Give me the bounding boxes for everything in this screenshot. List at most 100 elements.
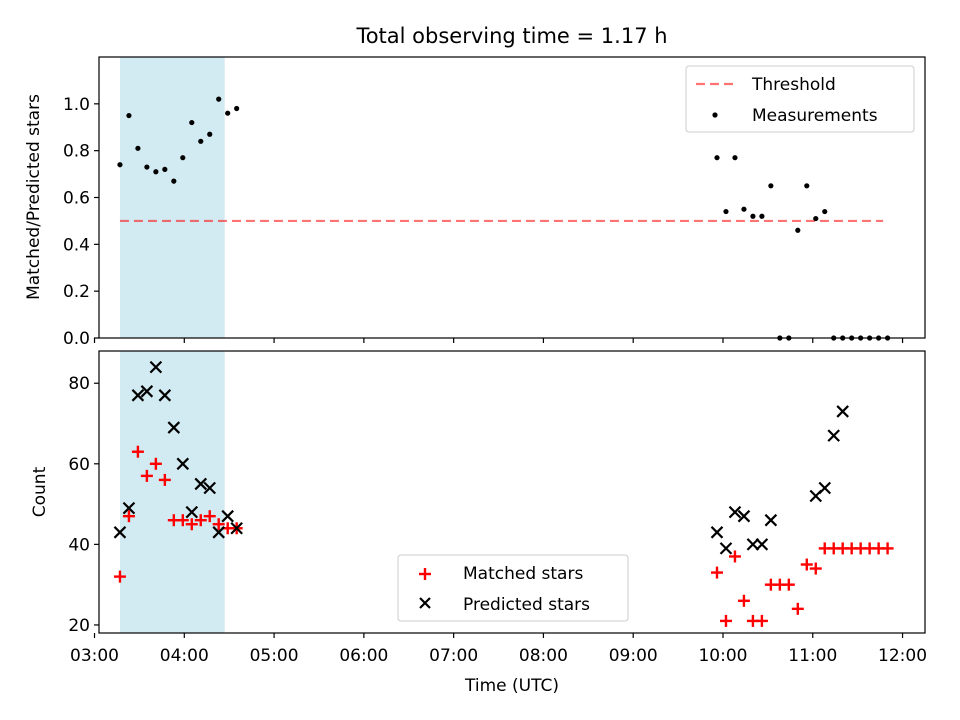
predicted-star-point bbox=[230, 521, 243, 535]
measurement-point bbox=[198, 138, 204, 144]
measurement-point bbox=[216, 96, 222, 102]
measurement-point bbox=[225, 110, 231, 116]
measurement-point bbox=[732, 155, 738, 161]
top-y-tick-label: 0.2 bbox=[63, 282, 90, 302]
x-tick-label: 06:00 bbox=[339, 646, 388, 666]
top-y-tick-label: 0.0 bbox=[63, 329, 90, 349]
predicted-star-point bbox=[818, 481, 832, 495]
matched-star-point bbox=[194, 514, 207, 527]
bottom-y-tick-label: 60 bbox=[68, 455, 90, 475]
measurement-point bbox=[180, 155, 186, 161]
measurement-point bbox=[117, 162, 123, 168]
measurement-point bbox=[171, 178, 177, 184]
measurement-point bbox=[126, 112, 132, 119]
x-tick-label: 11:00 bbox=[788, 646, 837, 666]
predicted-star-point bbox=[167, 421, 181, 434]
bottom-axes-frame bbox=[98, 350, 926, 634]
predicted-star-point bbox=[212, 526, 225, 539]
predicted-star-point bbox=[185, 505, 199, 519]
matched-star-point bbox=[122, 510, 135, 523]
predicted-star-point bbox=[737, 509, 751, 523]
matched-star-point bbox=[203, 510, 216, 523]
predicted-star-point bbox=[746, 538, 760, 551]
x-tick-label: 08:00 bbox=[519, 646, 568, 666]
predicted-star-point bbox=[194, 477, 208, 491]
measurement-point bbox=[804, 183, 810, 189]
legend-matched-label: Matched stars bbox=[463, 564, 583, 584]
matched-star-point bbox=[176, 514, 189, 527]
chart-title: Total observing time = 1.17 h bbox=[355, 24, 667, 48]
bottom-y-tick-label: 80 bbox=[68, 374, 90, 394]
matched-star-point bbox=[158, 473, 171, 486]
top-y-tick-label: 0.6 bbox=[63, 189, 90, 209]
measurement-point bbox=[750, 213, 756, 219]
bottom-legend: Matched stars Predicted stars bbox=[397, 554, 629, 622]
top-y-tick-label: 0.8 bbox=[63, 142, 90, 162]
predicted-star-point bbox=[113, 526, 127, 539]
matched-star-point bbox=[149, 457, 162, 470]
measurement-point bbox=[822, 208, 828, 215]
measurement-point bbox=[207, 131, 213, 137]
legend-measurements-label: Measurements bbox=[752, 106, 878, 126]
legend-predicted-label: Predicted stars bbox=[463, 595, 590, 615]
x-tick-label: 07:00 bbox=[429, 646, 478, 666]
measurement-point bbox=[723, 208, 729, 215]
matched-star-point bbox=[185, 518, 198, 531]
measurement-point bbox=[714, 155, 720, 161]
predicted-star-point bbox=[203, 481, 217, 495]
matched-star-point bbox=[809, 562, 822, 575]
matched-star-point bbox=[782, 578, 795, 591]
x-axis-label: Time (UTC) bbox=[464, 676, 559, 696]
count-panel: 20 40 60 80 03:00 04:00 05:00 06:00 07:00 08:00 0… bbox=[30, 350, 927, 696]
bottom-y-tick-label: 20 bbox=[68, 616, 90, 636]
predicted-star-point bbox=[836, 405, 849, 418]
matched-star-point bbox=[800, 558, 813, 571]
x-tick-label: 12:00 bbox=[878, 646, 927, 666]
x-tick-label: 10:00 bbox=[698, 646, 747, 666]
matched-star-point bbox=[728, 550, 741, 563]
predicted-star-point bbox=[728, 505, 742, 519]
x-tick-label: 04:00 bbox=[160, 646, 209, 666]
x-tick-label: 05:00 bbox=[250, 646, 299, 666]
legend-measurements-swatch bbox=[712, 112, 718, 118]
bottom-y-tick-label: 40 bbox=[68, 535, 90, 555]
predicted-star-point bbox=[755, 538, 769, 551]
measurement-point bbox=[162, 166, 168, 172]
predicted-star-point bbox=[140, 385, 154, 398]
predicted-star-point bbox=[827, 429, 840, 442]
predicted-star-point bbox=[158, 389, 172, 402]
predicted-star-point bbox=[221, 509, 234, 523]
matched-star-point bbox=[737, 594, 750, 607]
bottom-y-axis-label: Count bbox=[30, 466, 50, 517]
top-y-tick-label: 1.0 bbox=[63, 95, 90, 115]
predicted-star-point bbox=[764, 513, 778, 527]
matched-star-point bbox=[131, 445, 144, 458]
measurement-point bbox=[189, 119, 195, 126]
x-tick-label: 03:00 bbox=[70, 646, 119, 666]
predicted-star-point bbox=[122, 501, 136, 515]
predicted-star-point bbox=[719, 542, 733, 555]
measurement-point bbox=[795, 227, 801, 233]
measurement-point bbox=[135, 145, 141, 151]
predicted-star-point bbox=[176, 457, 190, 471]
predicted-star-point bbox=[131, 389, 145, 402]
ratio-panel: Total observing time = 1.17 h 0.0 0.2 0.4 0… bbox=[24, 24, 926, 349]
matched-star-point bbox=[140, 469, 153, 482]
top-y-axis-label: Matched/Predicted stars bbox=[24, 94, 44, 300]
measurement-point bbox=[153, 169, 159, 175]
observing-span-top bbox=[119, 57, 225, 338]
measurement-point bbox=[813, 215, 819, 222]
top-axes-frame bbox=[98, 56, 926, 339]
measurement-point bbox=[768, 183, 774, 189]
predicted-star-point bbox=[149, 360, 163, 374]
legend-predicted-swatch bbox=[419, 597, 431, 609]
top-legend: Threshold Measurements bbox=[685, 65, 915, 133]
matched-star-point bbox=[881, 542, 894, 555]
legend-matched-swatch bbox=[419, 568, 431, 580]
matched-star-point bbox=[113, 570, 126, 583]
predicted-star-point bbox=[710, 526, 724, 539]
measurement-point bbox=[234, 105, 240, 112]
matched-star-point bbox=[791, 602, 804, 615]
measurement-point bbox=[144, 164, 150, 170]
